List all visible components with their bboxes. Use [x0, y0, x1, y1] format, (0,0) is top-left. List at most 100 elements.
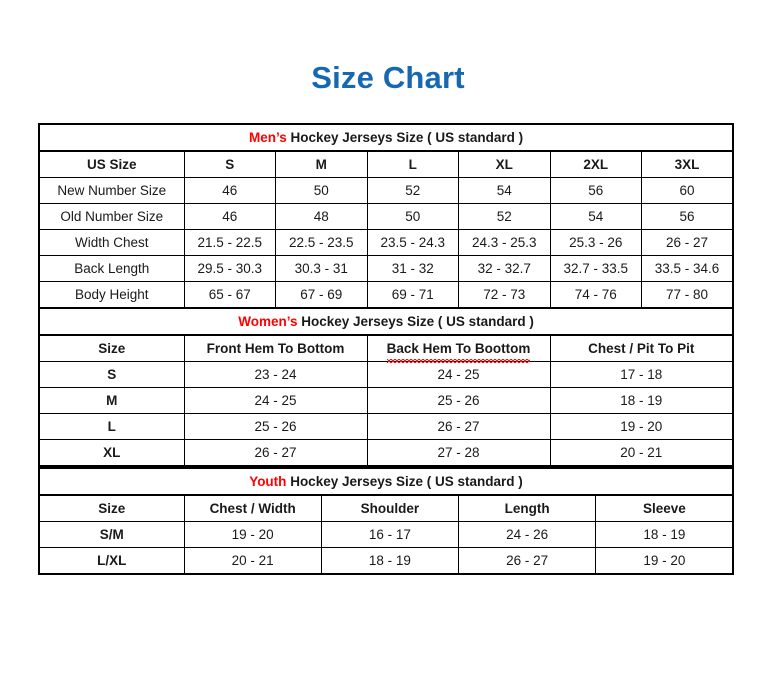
misspelled-word: Back Hem To Boottom	[386, 336, 530, 363]
table-cell: 74 - 76	[549, 281, 642, 309]
table-cell: 19 - 20	[549, 413, 734, 440]
table-cell: 31 - 32	[366, 255, 459, 282]
row-label: L	[38, 413, 185, 440]
table-row: Width Chest 21.5 - 22.5 22.5 - 23.5 23.5 - …	[38, 229, 734, 256]
table-cell: 32.7 - 33.5	[549, 255, 642, 282]
column-header: Sleeve	[595, 494, 734, 522]
row-label: Back Length	[38, 255, 185, 282]
page-title: Size Chart	[311, 60, 465, 95]
section-banner-row-mens: Men’s Hockey Jerseys Size ( US standard …	[38, 123, 734, 152]
column-header: L	[366, 150, 459, 178]
table-cell: 30.3 - 31	[275, 255, 368, 282]
table-cell: 19 - 20	[183, 521, 322, 548]
table-row: XL 26 - 27 27 - 28 20 - 21	[38, 439, 734, 467]
row-label: S	[38, 361, 185, 388]
table-cell: 52	[458, 203, 551, 230]
section-banner-mens: Men’s Hockey Jerseys Size ( US standard …	[38, 123, 734, 152]
column-header-row-womens: Size Front Hem To Bottom Back Hem To Boott…	[38, 334, 734, 363]
section-banner-text-mens: Hockey Jerseys Size ( US standard )	[286, 130, 524, 145]
table-row: New Number Size 46 50 52 54 56 60	[38, 177, 734, 204]
column-header: Back Hem To Boottom	[366, 334, 551, 363]
table-cell: 24.3 - 25.3	[458, 229, 551, 256]
table-cell: 60	[641, 177, 734, 204]
table-cell: 54	[549, 203, 642, 230]
row-label: S/M	[38, 521, 185, 548]
table-row: M 24 - 25 25 - 26 18 - 19	[38, 387, 734, 414]
table-cell: 52	[366, 177, 459, 204]
table-cell: 19 - 20	[595, 547, 734, 575]
column-header: M	[275, 150, 368, 178]
column-header: US Size	[38, 150, 185, 178]
table-cell: 18 - 19	[320, 547, 460, 575]
table-cell: 48	[275, 203, 368, 230]
column-header: Length	[457, 494, 597, 522]
table-cell: 24 - 25	[183, 387, 368, 414]
column-header: Shoulder	[320, 494, 460, 522]
table-cell: 20 - 21	[549, 439, 734, 467]
table-cell: 50	[275, 177, 368, 204]
column-header: Size	[38, 334, 185, 362]
row-label: M	[38, 387, 185, 414]
table-row: S 23 - 24 24 - 25 17 - 18	[38, 361, 734, 388]
table-cell: 26 - 27	[457, 547, 597, 575]
section-banner-accent-youth: Youth	[249, 474, 287, 489]
table-cell: 25.3 - 26	[549, 229, 642, 256]
section-banner-row-youth: Youth Hockey Jerseys Size ( US standard …	[38, 467, 734, 496]
column-header: Chest / Width	[183, 494, 322, 522]
column-header-row-mens: US Size S M L XL 2XL 3XL	[38, 150, 734, 178]
table-cell: 32 - 32.7	[458, 255, 551, 282]
section-banner-text-youth: Hockey Jerseys Size ( US standard )	[286, 474, 523, 489]
table-cell: 16 - 17	[320, 521, 460, 548]
table-row: Back Length 29.5 - 30.3 30.3 - 31 31 - 32 32…	[38, 255, 734, 282]
table-cell: 72 - 73	[458, 281, 551, 309]
table-cell: 54	[458, 177, 551, 204]
section-banner-row-womens: Women’s Hockey Jerseys Size ( US standar…	[38, 307, 734, 336]
table-cell: 24 - 25	[366, 361, 551, 388]
table-cell: 20 - 21	[183, 547, 322, 575]
youth-size-table: Youth Hockey Jerseys Size ( US standard …	[38, 467, 734, 575]
column-header: 3XL	[641, 150, 734, 178]
table-cell: 18 - 19	[549, 387, 734, 414]
row-label: L/XL	[38, 547, 185, 575]
table-cell: 56	[549, 177, 642, 204]
column-header: Chest / Pit To Pit	[549, 334, 734, 362]
table-cell: 23.5 - 24.3	[366, 229, 459, 256]
section-banner-womens: Women’s Hockey Jerseys Size ( US standar…	[38, 307, 734, 336]
table-cell: 18 - 19	[595, 521, 734, 548]
table-cell: 23 - 24	[183, 361, 368, 388]
row-label: Body Height	[38, 281, 185, 309]
row-label: Old Number Size	[38, 203, 185, 230]
table-cell: 26 - 27	[641, 229, 734, 256]
table-cell: 25 - 26	[366, 387, 551, 414]
table-cell: 77 - 80	[641, 281, 734, 309]
section-banner-accent-womens: Women’s	[238, 314, 298, 329]
row-label: Width Chest	[38, 229, 185, 256]
table-row: Body Height 65 - 67 67 - 69 69 - 71 72 - 73 7…	[38, 281, 734, 309]
table-row: L 25 - 26 26 - 27 19 - 20	[38, 413, 734, 440]
column-header-row-youth: Size Chest / Width Shoulder Length Sleeve	[38, 494, 734, 522]
table-cell: 33.5 - 34.6	[641, 255, 734, 282]
table-cell: 46	[183, 177, 276, 204]
table-cell: 69 - 71	[366, 281, 459, 309]
table-cell: 17 - 18	[549, 361, 734, 388]
row-label: New Number Size	[38, 177, 185, 204]
column-header: Front Hem To Bottom	[183, 334, 368, 362]
table-cell: 29.5 - 30.3	[183, 255, 276, 282]
column-header: XL	[458, 150, 551, 178]
table-cell: 22.5 - 23.5	[275, 229, 368, 256]
table-cell: 25 - 26	[183, 413, 368, 440]
table-cell: 46	[183, 203, 276, 230]
table-cell: 27 - 28	[366, 439, 551, 467]
column-header: S	[183, 150, 276, 178]
size-chart-table: Men’s Hockey Jerseys Size ( US standard …	[38, 123, 735, 467]
table-row: Old Number Size 46 48 50 52 54 56	[38, 203, 734, 230]
size-chart-tables: Men’s Hockey Jerseys Size ( US standard …	[38, 123, 735, 575]
table-cell: 26 - 27	[366, 413, 551, 440]
table-cell: 21.5 - 22.5	[183, 229, 276, 256]
column-header: 2XL	[549, 150, 642, 178]
row-label: XL	[38, 439, 185, 467]
table-cell: 67 - 69	[275, 281, 368, 309]
table-cell: 65 - 67	[183, 281, 276, 309]
section-banner-accent-mens: Men’s	[248, 130, 287, 145]
